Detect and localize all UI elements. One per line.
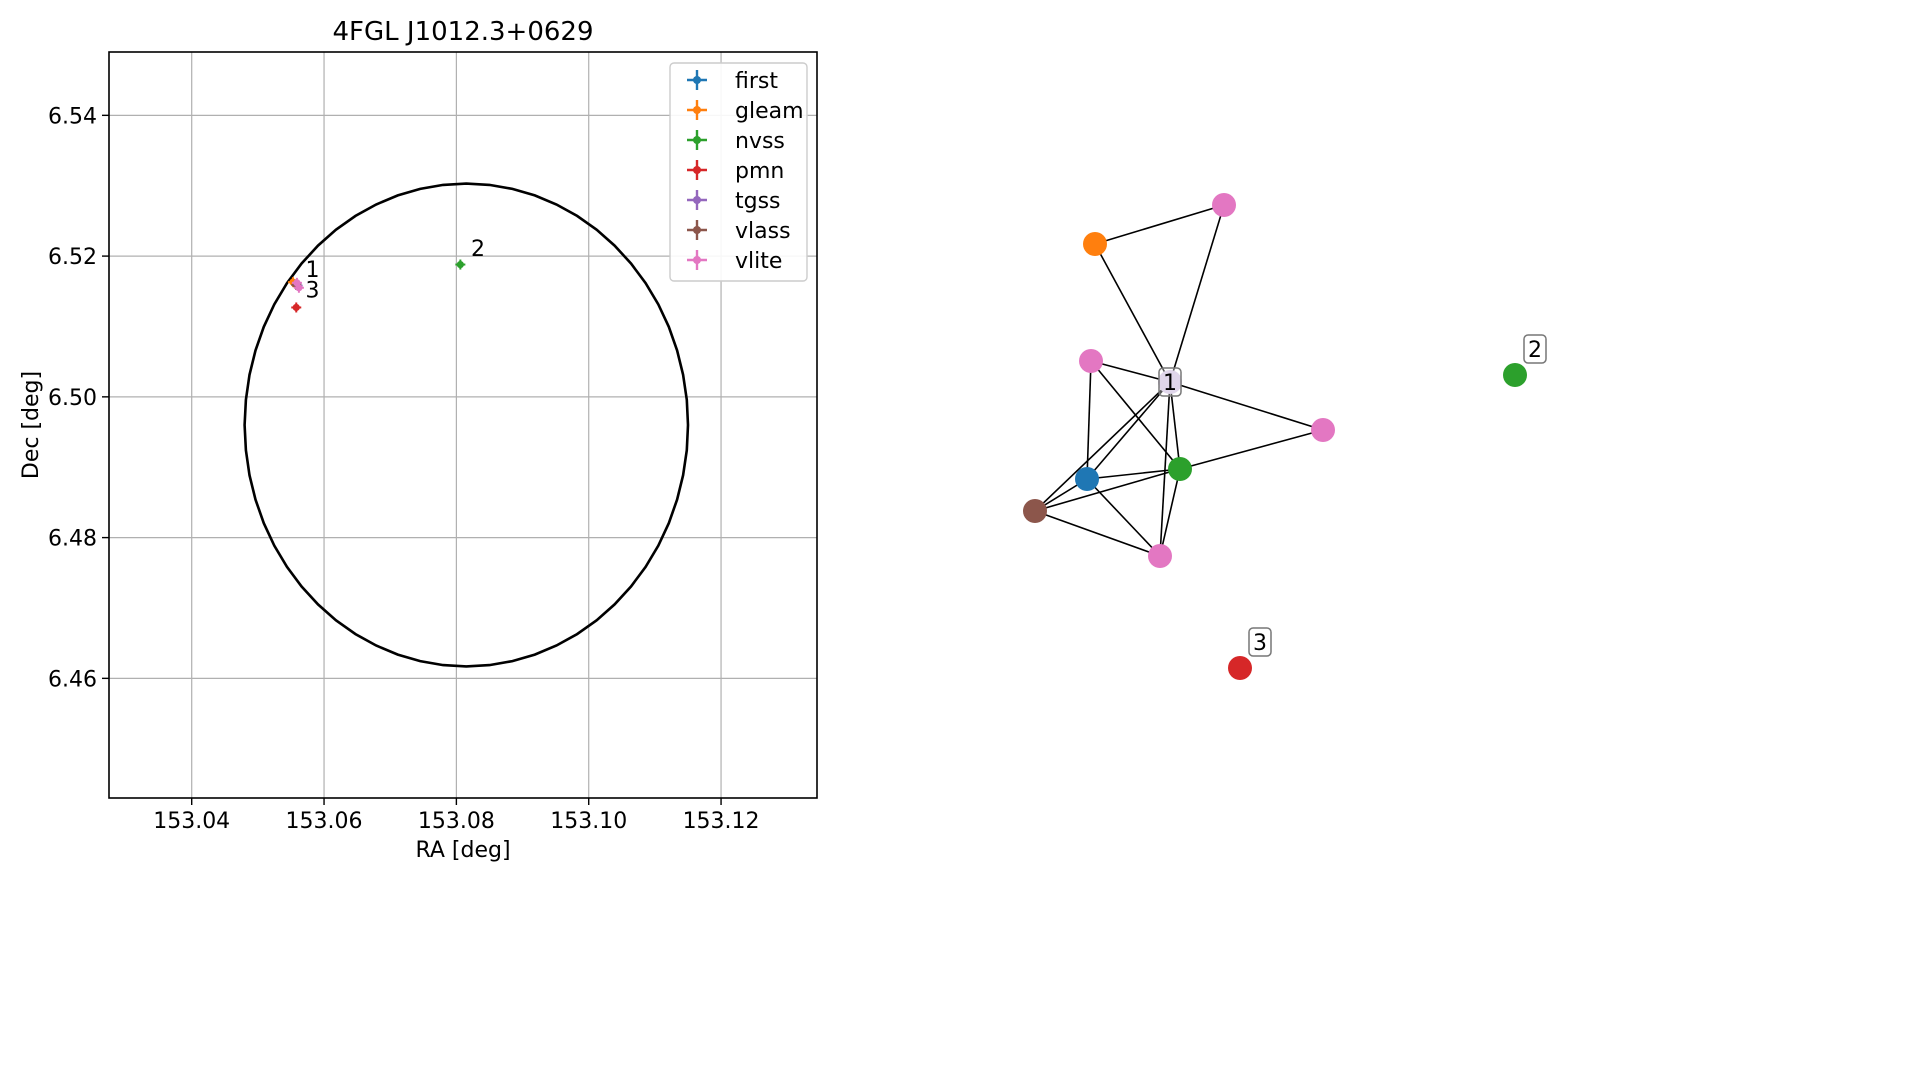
network-node-vlass bbox=[1023, 499, 1047, 523]
network-node-gleam bbox=[1083, 232, 1107, 256]
network-edge bbox=[1090, 360, 1171, 383]
network-node-pink_bottom bbox=[1148, 544, 1172, 568]
network-edge bbox=[1094, 243, 1171, 383]
network-node-pink_right bbox=[1311, 418, 1335, 442]
legend-label-vlite: vlite bbox=[735, 249, 782, 274]
x-tick-label: 153.12 bbox=[683, 809, 760, 834]
legend-label-tgss: tgss bbox=[735, 189, 781, 214]
network-edges bbox=[1034, 204, 1324, 557]
network-node-pink_left bbox=[1079, 349, 1103, 373]
network-node-nvss2 bbox=[1503, 363, 1527, 387]
network-edge bbox=[1159, 381, 1171, 557]
network-nodes bbox=[1023, 193, 1527, 680]
legend-marker-vlass bbox=[693, 226, 701, 234]
legend-marker-vlite bbox=[693, 256, 701, 264]
y-axis-label: Dec [deg] bbox=[19, 371, 44, 479]
legend-marker-nvss bbox=[693, 136, 701, 144]
x-axis-label: RA [deg] bbox=[415, 838, 510, 863]
point-vlite bbox=[293, 279, 301, 287]
y-axis-ticks: 6.46 6.48 6.50 6.52 6.54 bbox=[48, 104, 109, 692]
legend: first gleam nvss pmn tgss vlass vlite bbox=[669, 62, 808, 282]
network-node-tgss bbox=[1158, 370, 1182, 394]
legend-label-pmn: pmn bbox=[735, 159, 784, 184]
data-points bbox=[287, 259, 466, 313]
x-axis-ticks: 153.04 153.06 153.08 153.10 153.12 bbox=[153, 798, 760, 834]
x-tick-label: 153.06 bbox=[286, 809, 363, 834]
x-tick-label: 153.10 bbox=[550, 809, 627, 834]
y-tick-label: 6.52 bbox=[48, 245, 97, 270]
network-node-label-box bbox=[1248, 627, 1272, 657]
network-edge bbox=[1086, 360, 1092, 480]
network-node-label-box bbox=[1523, 334, 1547, 364]
network-node-label: 2 bbox=[1528, 338, 1542, 363]
network-edge bbox=[1034, 381, 1171, 512]
network-edge bbox=[1034, 468, 1181, 512]
legend-label-nvss: nvss bbox=[735, 129, 785, 154]
legend-label-first: first bbox=[735, 69, 778, 94]
association-network: 1 2 3 bbox=[1023, 193, 1547, 680]
network-edge bbox=[1169, 381, 1324, 431]
network-edge bbox=[1094, 204, 1225, 245]
network-edge bbox=[1086, 478, 1161, 557]
network-node-label: 1 bbox=[1163, 371, 1177, 396]
y-tick-label: 6.48 bbox=[48, 527, 97, 552]
network-edge bbox=[1034, 510, 1161, 557]
legend-label-gleam: gleam bbox=[735, 99, 804, 124]
legend-label-vlass: vlass bbox=[735, 219, 791, 244]
uncertainty-ellipse bbox=[243, 182, 690, 668]
point-annotations: 13 2 bbox=[306, 237, 485, 304]
network-edge bbox=[1086, 468, 1181, 480]
legend-marker-gleam bbox=[693, 106, 701, 114]
x-tick-label: 153.08 bbox=[418, 809, 495, 834]
y-tick-label: 6.50 bbox=[48, 386, 97, 411]
point-annotation: 3 bbox=[306, 279, 320, 304]
axes-frame bbox=[108, 51, 818, 799]
uncertainty-ellipse-path bbox=[243, 182, 690, 668]
network-node-labels: 1 2 3 bbox=[1158, 334, 1547, 657]
point-nvss bbox=[456, 260, 464, 269]
y-tick-label: 6.46 bbox=[48, 667, 97, 692]
legend-marker-first bbox=[693, 76, 701, 84]
x-tick-label: 153.04 bbox=[153, 809, 230, 834]
point-annotation: 2 bbox=[471, 237, 485, 262]
legend-box bbox=[669, 62, 808, 282]
network-node-label: 3 bbox=[1253, 631, 1267, 656]
sky-scatter-plot: 4FGL J1012.3+0629 13 2 153.04 153.06 153.08… bbox=[19, 17, 818, 863]
network-edge bbox=[1086, 381, 1171, 480]
network-node-nvss1 bbox=[1168, 457, 1192, 481]
y-tick-label: 6.54 bbox=[48, 104, 97, 129]
chart-title: 4FGL J1012.3+0629 bbox=[333, 17, 594, 47]
legend-marker-pmn bbox=[693, 166, 701, 174]
network-node-label-box bbox=[1158, 367, 1182, 397]
network-node-pink_top bbox=[1212, 193, 1236, 217]
network-node-first bbox=[1075, 467, 1099, 491]
network-edge bbox=[1159, 468, 1181, 557]
legend-marker-tgss bbox=[693, 196, 701, 204]
point-annotation: 1 bbox=[306, 258, 320, 283]
network-edge bbox=[1169, 204, 1225, 383]
network-node-pmn bbox=[1228, 656, 1252, 680]
network-edge bbox=[1179, 429, 1324, 470]
point-pmn bbox=[292, 303, 300, 312]
